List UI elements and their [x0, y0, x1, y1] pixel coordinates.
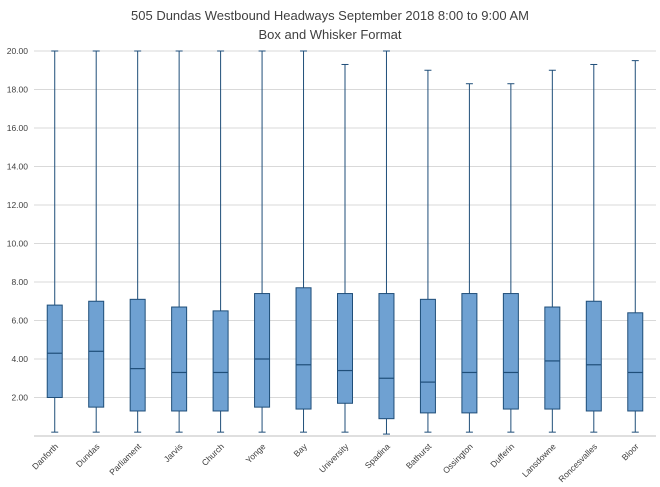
x-category-label-ossington: Ossington	[441, 441, 475, 475]
x-category-label-university: University	[317, 441, 351, 475]
y-tick-label-20.00: 20.00	[7, 46, 29, 56]
box-bay	[295, 287, 312, 410]
x-category-label-yonge: Yonge	[244, 441, 268, 465]
x-category-label-lansdowne: Lansdowne	[520, 441, 558, 479]
y-tick-label-8.00: 8.00	[11, 277, 28, 287]
x-category-label-bay: Bay	[292, 441, 310, 459]
x-category-label-dufferin: Dufferin	[488, 441, 516, 469]
y-tick-label-4.00: 4.00	[11, 354, 28, 364]
box-yonge	[254, 293, 271, 408]
chart-subtitle: Box and Whisker Format	[258, 26, 402, 42]
x-category-label-roncesvalles: Roncesvalles	[556, 441, 599, 484]
box-church	[212, 310, 229, 412]
box-dundas	[88, 300, 105, 408]
chart-title: 505 Dundas Westbound Headways September …	[131, 8, 529, 23]
x-category-label-dundas: Dundas	[74, 441, 102, 469]
x-category-label-church: Church	[200, 441, 227, 468]
y-tick-label-16.00: 16.00	[7, 123, 29, 133]
y-tick-label-14.00: 14.00	[7, 162, 29, 172]
x-category-label-parliament: Parliament	[107, 441, 143, 477]
x-category-label-bathurst: Bathurst	[404, 441, 434, 471]
box-ossington	[461, 293, 478, 414]
box-bloor	[627, 312, 644, 412]
y-tick-label-10.00: 10.00	[7, 239, 29, 249]
box-jarvis	[171, 306, 188, 412]
y-tick-label-6.00: 6.00	[11, 316, 28, 326]
box-spadina	[378, 293, 395, 420]
box-university	[337, 293, 353, 404]
box-danforth	[46, 304, 63, 399]
y-tick-label-12.00: 12.00	[7, 200, 29, 210]
y-tick-label-18.00: 18.00	[7, 85, 29, 95]
x-category-label-danforth: Danforth	[30, 441, 60, 471]
box-roncesvalles	[585, 300, 602, 412]
y-tick-label-2.00: 2.00	[11, 393, 28, 403]
x-category-label-jarvis: Jarvis	[162, 441, 185, 464]
x-category-label-spadina: Spadina	[363, 441, 392, 470]
box-parliament	[129, 298, 146, 412]
box-lansdowne	[544, 306, 561, 410]
chart-title-block: 505 Dundas Westbound Headways September …	[0, 7, 660, 45]
box-bathurst	[419, 298, 436, 414]
x-category-label-bloor: Bloor	[620, 441, 641, 462]
box-dufferin	[502, 293, 519, 410]
